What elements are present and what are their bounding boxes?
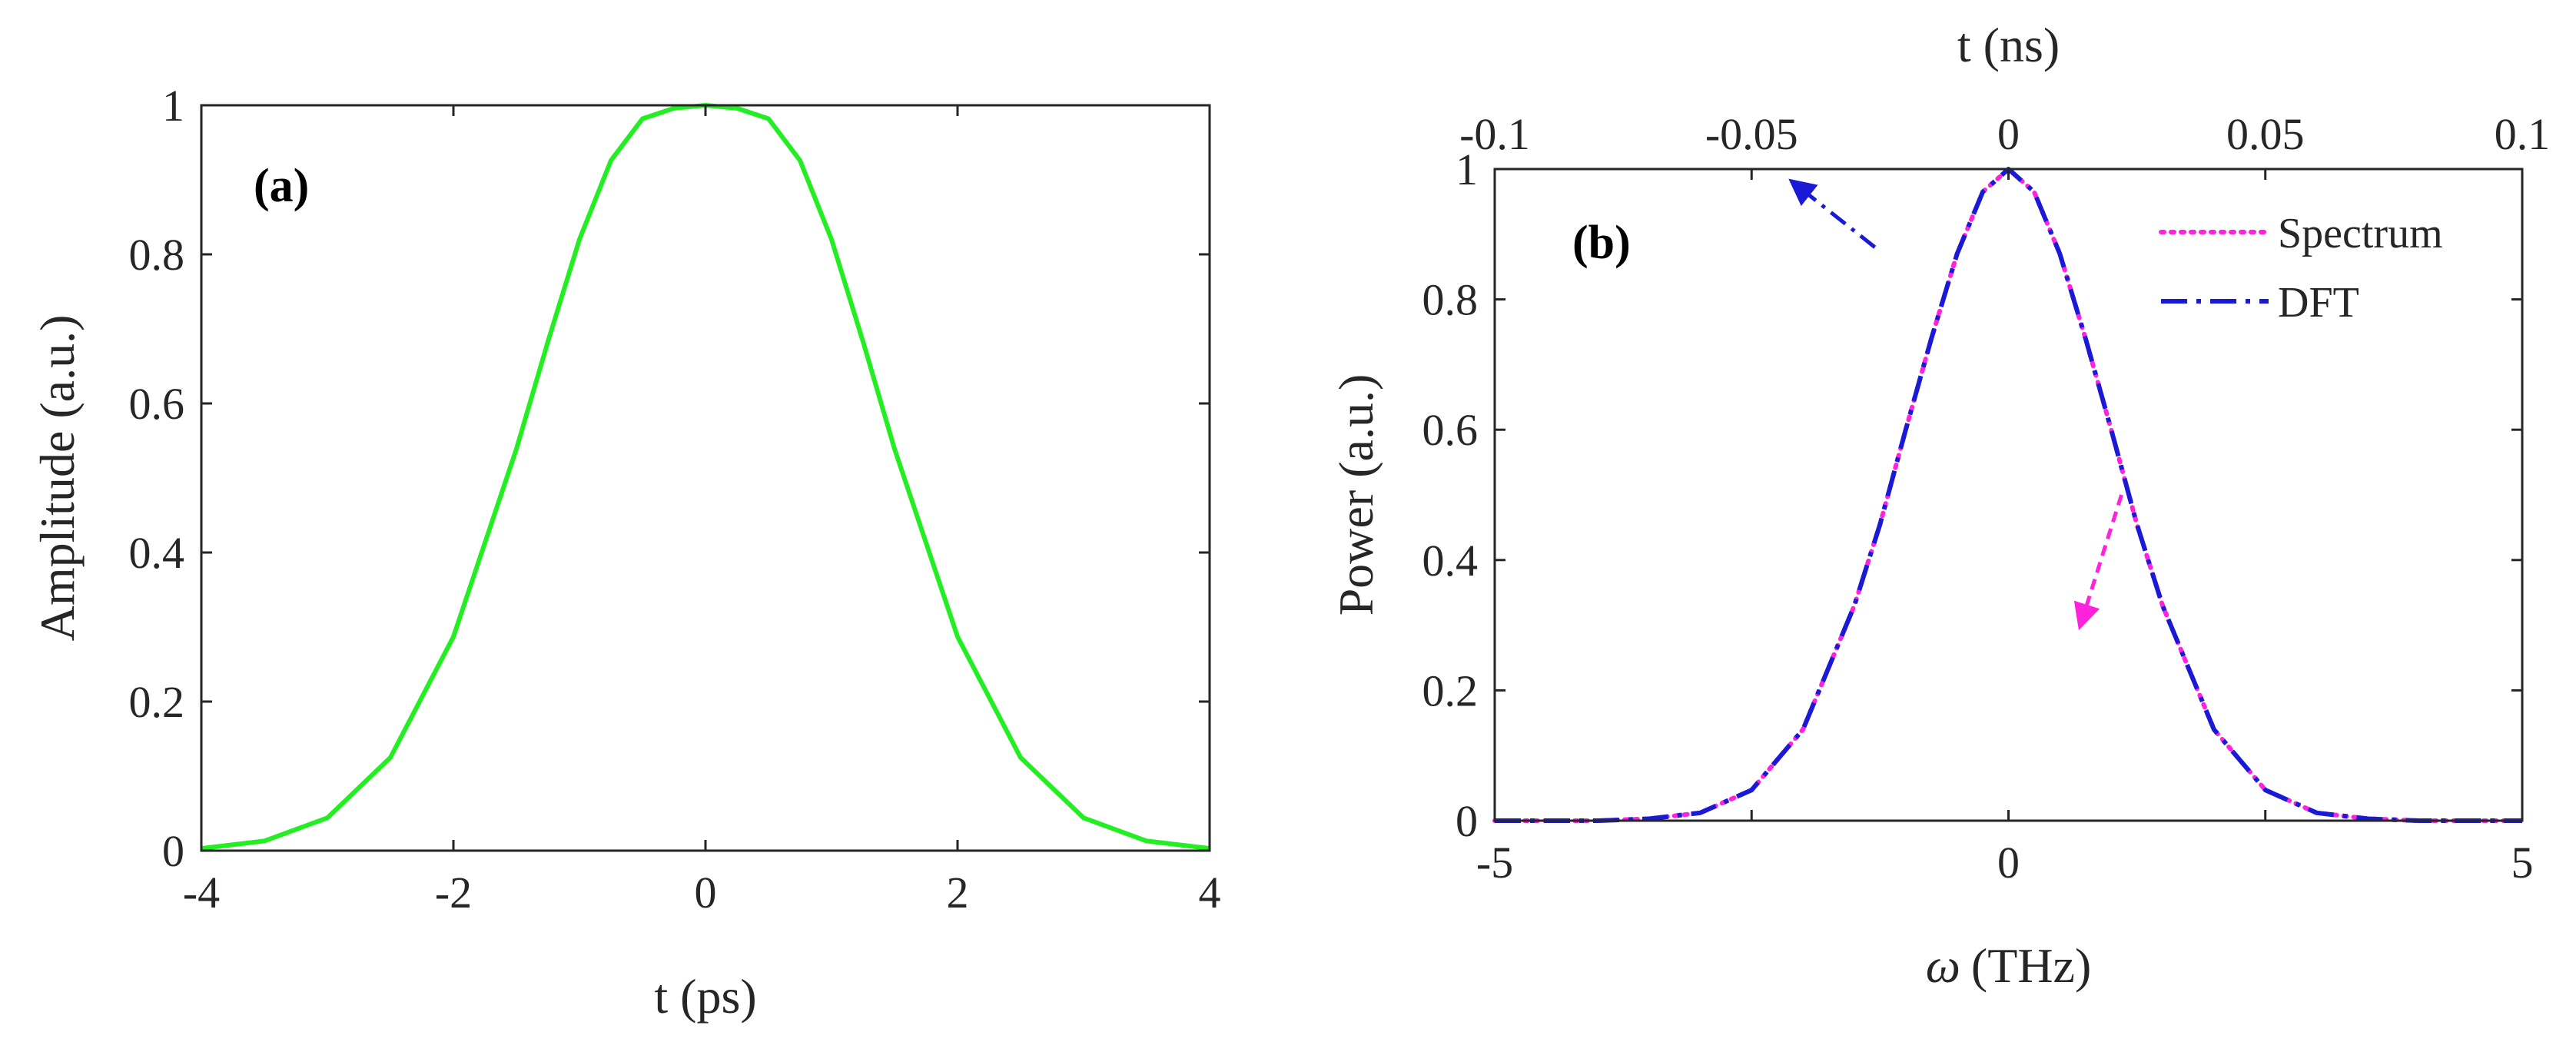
panel-a-y-tick-label: 0.8: [129, 230, 185, 280]
series-gaussian-pulse: [201, 103, 1210, 851]
panel-a-y-tick-label: 0: [162, 826, 184, 876]
panel-b-top-x-tick-label: -0.1: [1459, 109, 1530, 159]
panel-b-label: (b): [1572, 217, 1631, 269]
legend-label-spectrum: Spectrum: [2278, 210, 2443, 257]
panel-b-x-axis-label: ω (THz): [1926, 938, 2092, 993]
panel-b-x-tick-label: -5: [1476, 838, 1513, 888]
panel-a-series: [201, 103, 1210, 851]
panel-b-top-x-ticks: -0.1 -0.05 0 0.05 0.1: [1459, 109, 2550, 821]
series-dft: [1495, 167, 2522, 823]
panel-a-x-axis-label: t (ps): [654, 969, 756, 1024]
panel-a-y-tick-label: 0.6: [129, 379, 185, 429]
panel-a-y-tick-label: 0.2: [129, 677, 185, 727]
panel-a-y-tick-label: 0.4: [129, 528, 185, 578]
panel-b-top-x-tick-label: -0.05: [1705, 109, 1798, 159]
panel-a-x-tick-label: -2: [435, 868, 472, 918]
x-axis-unit: (THz): [1971, 938, 2091, 993]
dft-arrow: [1788, 178, 1877, 249]
panel-a-x-ticks: -4 -2 0 2 4: [183, 105, 1221, 918]
panel-a-x-tick-label: -4: [183, 868, 220, 918]
panel-b-y-tick-label: 0.8: [1422, 275, 1479, 325]
panel-a-y-axis-label: Amplitude (a.u.): [30, 315, 85, 642]
panel-b-x-tick-label: 0: [1997, 838, 2020, 888]
panel-b-series: [1492, 167, 2525, 823]
panel-b-y-tick-label: 0.2: [1422, 665, 1479, 715]
panel-b-annotations: [1788, 178, 2123, 631]
series-spectrum: [1492, 167, 2525, 823]
panel-b-y-tick-label: 0: [1456, 796, 1478, 846]
panel-b: -5 0 5 -0.1 -0.05 0 0.05 0.1 00.20.40.60.81 (b…: [1329, 18, 2550, 993]
panel-b-top-x-axis-label: t (ns): [1957, 18, 2060, 72]
panel-b-top-x-tick-label: 0.05: [2226, 109, 2305, 159]
panel-b-top-x-tick-label: 0.1: [2495, 109, 2551, 159]
panel-a-axes-frame: [200, 104, 1211, 852]
omega-symbol: ω: [1926, 938, 1960, 993]
panel-a-label: (a): [254, 160, 309, 212]
panel-a-x-tick-label: 4: [1199, 868, 1221, 918]
panel-b-y-axis-label: Power (a.u.): [1329, 374, 1383, 616]
legend-label-dft: DFT: [2278, 279, 2359, 327]
panel-b-y-tick-label: 0.4: [1422, 536, 1479, 586]
spectrum-arrow: [2073, 494, 2123, 631]
panel-b-y-ticks: 0 0.2 0.4 0.6 0.8 1: [1422, 144, 2522, 846]
panel-b-x-ticks: -5 0 5: [1476, 810, 2534, 888]
panel-a-y-tick-label: 1: [162, 81, 184, 131]
panel-b-y-tick-label: 1: [1456, 144, 1478, 194]
panel-a: -4 -2 0 2 4 0 0.2 0.4 0.6 0.8 1 (a) t (ps) Amplit…: [30, 81, 1221, 1024]
panel-a-y-ticks: 0 0.2 0.4 0.6 0.8 1: [129, 81, 1210, 876]
panel-a-x-tick-label: 2: [947, 868, 969, 918]
panel-a-x-tick-label: 0: [695, 868, 717, 918]
legend: Spectrum DFT: [2159, 210, 2443, 327]
panel-b-y-tick-label: 0.6: [1422, 405, 1479, 455]
panel-b-top-x-tick-label: 0: [1997, 109, 2020, 159]
panel-b-axes-frame: [1493, 168, 2524, 822]
panel-b-x-tick-label: 5: [2511, 838, 2534, 888]
